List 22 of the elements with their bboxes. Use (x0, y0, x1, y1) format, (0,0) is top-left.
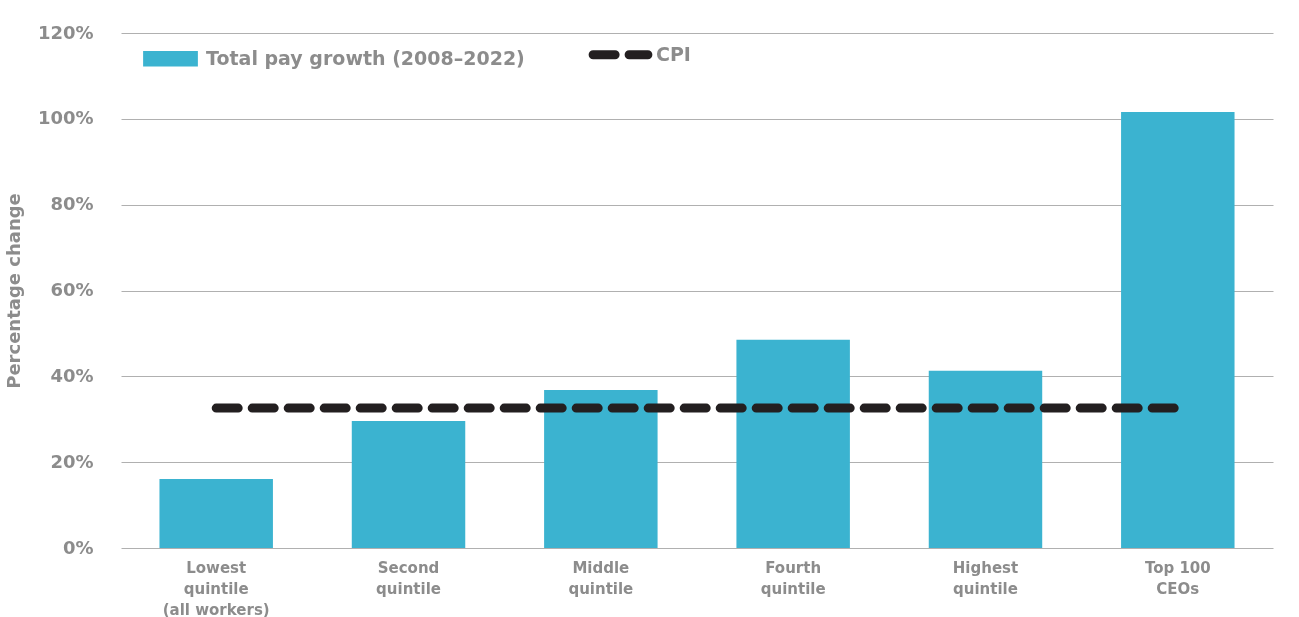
bar (159, 478, 273, 548)
x-tick-label: Second quintile (376, 558, 441, 598)
bar (736, 339, 850, 548)
legend-label: Total pay growth (2008–2022) (206, 46, 525, 69)
x-tick-label: Fourth quintile (760, 558, 826, 598)
y-tick-label: 60% (50, 279, 94, 300)
x-tick-label: Lowest quintile (all workers) (162, 558, 270, 617)
bar (1121, 111, 1235, 548)
y-tick-label: 0% (62, 536, 94, 558)
bar (928, 370, 1043, 548)
x-tick-label: Highest quintile (952, 558, 1019, 598)
y-axis-title: Percentage change (2, 193, 24, 389)
x-tick-label: Middle quintile (568, 558, 634, 598)
y-tick-label: 20% (50, 450, 94, 472)
y-tick-label: 100% (37, 107, 94, 129)
x-tick-label: Top 100 CEOs (1144, 558, 1211, 598)
y-tick-label: 120% (37, 21, 94, 43)
bar (351, 420, 466, 548)
bar (544, 390, 658, 548)
legend-label: CPI (656, 42, 691, 65)
y-tick-label: 80% (50, 193, 94, 215)
y-tick-label: 40% (50, 364, 94, 386)
